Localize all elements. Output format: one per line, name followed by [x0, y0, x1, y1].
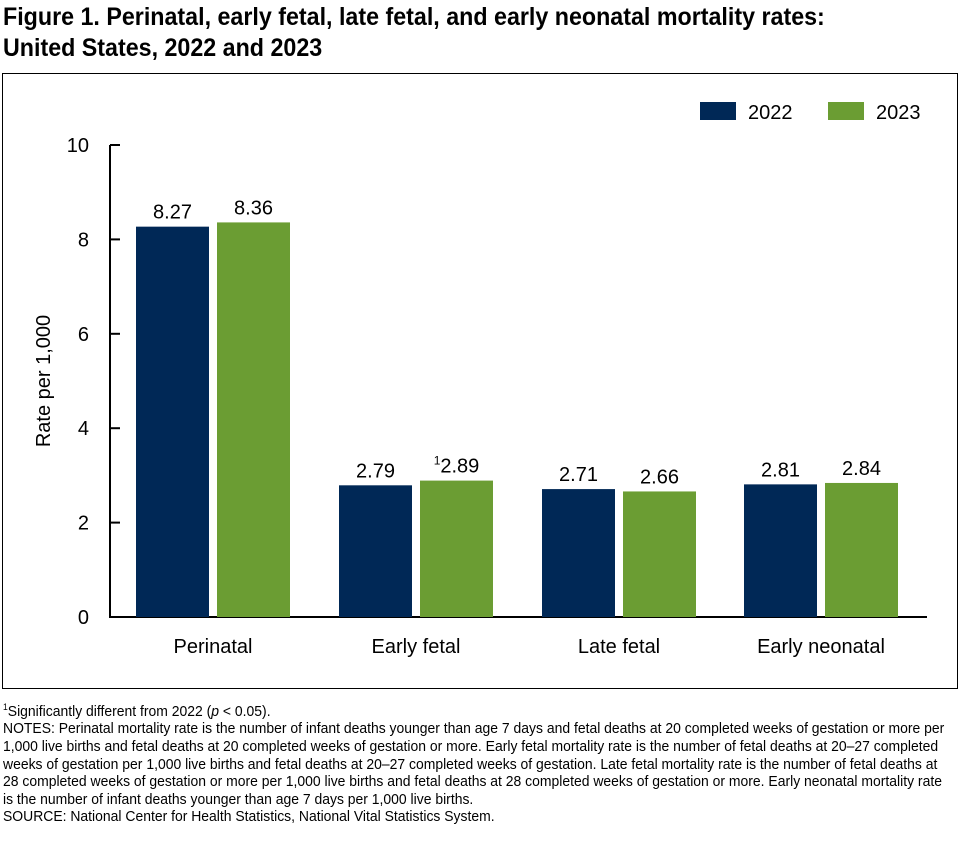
legend-swatch-2022 — [700, 102, 736, 120]
bar-2022-perinatal — [136, 226, 209, 617]
bar-2023-early-neonatal — [825, 482, 898, 617]
bar-value-label: 2.66 — [640, 466, 679, 488]
bar-2023-early-fetal — [420, 480, 493, 617]
bar-2022-early-fetal — [339, 485, 412, 617]
bar-value-label: 2.84 — [842, 458, 881, 480]
y-tick-label: 6 — [78, 324, 89, 346]
bar-value-label: 8.27 — [153, 202, 192, 224]
bar-value-label: 8.36 — [234, 197, 273, 219]
chart-frame — [2, 73, 958, 689]
y-tick-label: 10 — [67, 135, 89, 157]
bar-value-label: 2.81 — [761, 459, 800, 481]
bar-2023-late-fetal — [623, 491, 696, 617]
bar-value-label: 2.79 — [356, 460, 395, 482]
legend-label: 2023 — [876, 102, 921, 124]
y-axis-label: Rate per 1,000 — [33, 315, 55, 447]
y-tick-label: 0 — [78, 607, 89, 629]
x-category-label: Late fetal — [578, 636, 660, 658]
chart-notes: 1Significantly different from 2022 (p < … — [3, 699, 948, 827]
bar-2022-late-fetal — [542, 489, 615, 617]
y-tick-label: 4 — [78, 418, 89, 440]
x-category-label: Perinatal — [174, 636, 253, 658]
bar-value-label: 12.89 — [434, 454, 480, 478]
bar-chart: 0 2 4 6 8 10 Rate per 1,000 Perinatal 8.27 8.36 Ea… — [33, 102, 927, 658]
significance-footnote: 1Significantly different from 2022 (p < … — [3, 702, 271, 720]
legend-label: 2022 — [748, 102, 793, 124]
source-text: SOURCE: National Center for Health Stati… — [3, 809, 495, 826]
notes-text: NOTES: Perinatal mortality rate is the n… — [3, 721, 945, 808]
chart-title: Figure 1. Perinatal, early fetal, late f… — [3, 3, 825, 62]
x-category-label: Early neonatal — [757, 636, 885, 658]
bar-2022-early-neonatal — [744, 484, 817, 617]
y-tick-label: 2 — [78, 513, 89, 535]
legend-swatch-2023 — [828, 102, 864, 120]
y-tick-label: 8 — [78, 229, 89, 251]
x-category-label: Early fetal — [372, 636, 461, 658]
bar-value-label: 2.71 — [559, 464, 598, 486]
bar-2023-perinatal — [217, 222, 290, 617]
